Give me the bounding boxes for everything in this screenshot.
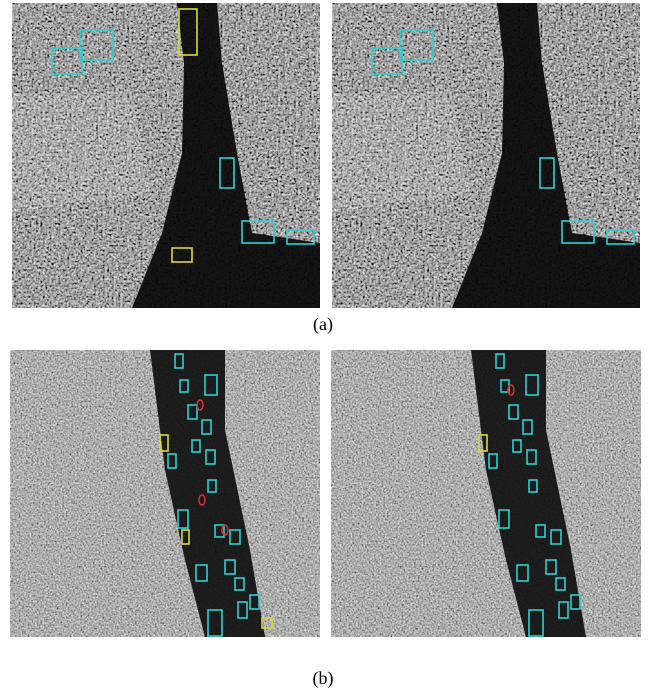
page: {"figure": {"panels": [{"label": "(a)"},… bbox=[0, 0, 651, 695]
panel-b-left bbox=[10, 350, 320, 637]
figure: (a) bbox=[0, 0, 651, 695]
panel-b-right bbox=[331, 350, 641, 637]
panel-label: (b) bbox=[313, 668, 334, 689]
panel-a-right bbox=[332, 3, 640, 308]
panel-label: (a) bbox=[313, 314, 333, 335]
panel-a-left bbox=[12, 3, 320, 308]
sar-image bbox=[10, 350, 320, 637]
sar-image bbox=[331, 350, 641, 637]
